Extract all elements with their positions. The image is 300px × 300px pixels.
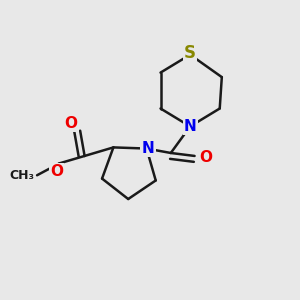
Text: O: O (50, 164, 63, 179)
Text: CH₃: CH₃ (9, 169, 34, 182)
Text: N: N (142, 141, 154, 156)
Text: O: O (200, 150, 212, 165)
Text: S: S (184, 44, 196, 62)
Text: N: N (184, 119, 196, 134)
Text: O: O (65, 116, 78, 131)
